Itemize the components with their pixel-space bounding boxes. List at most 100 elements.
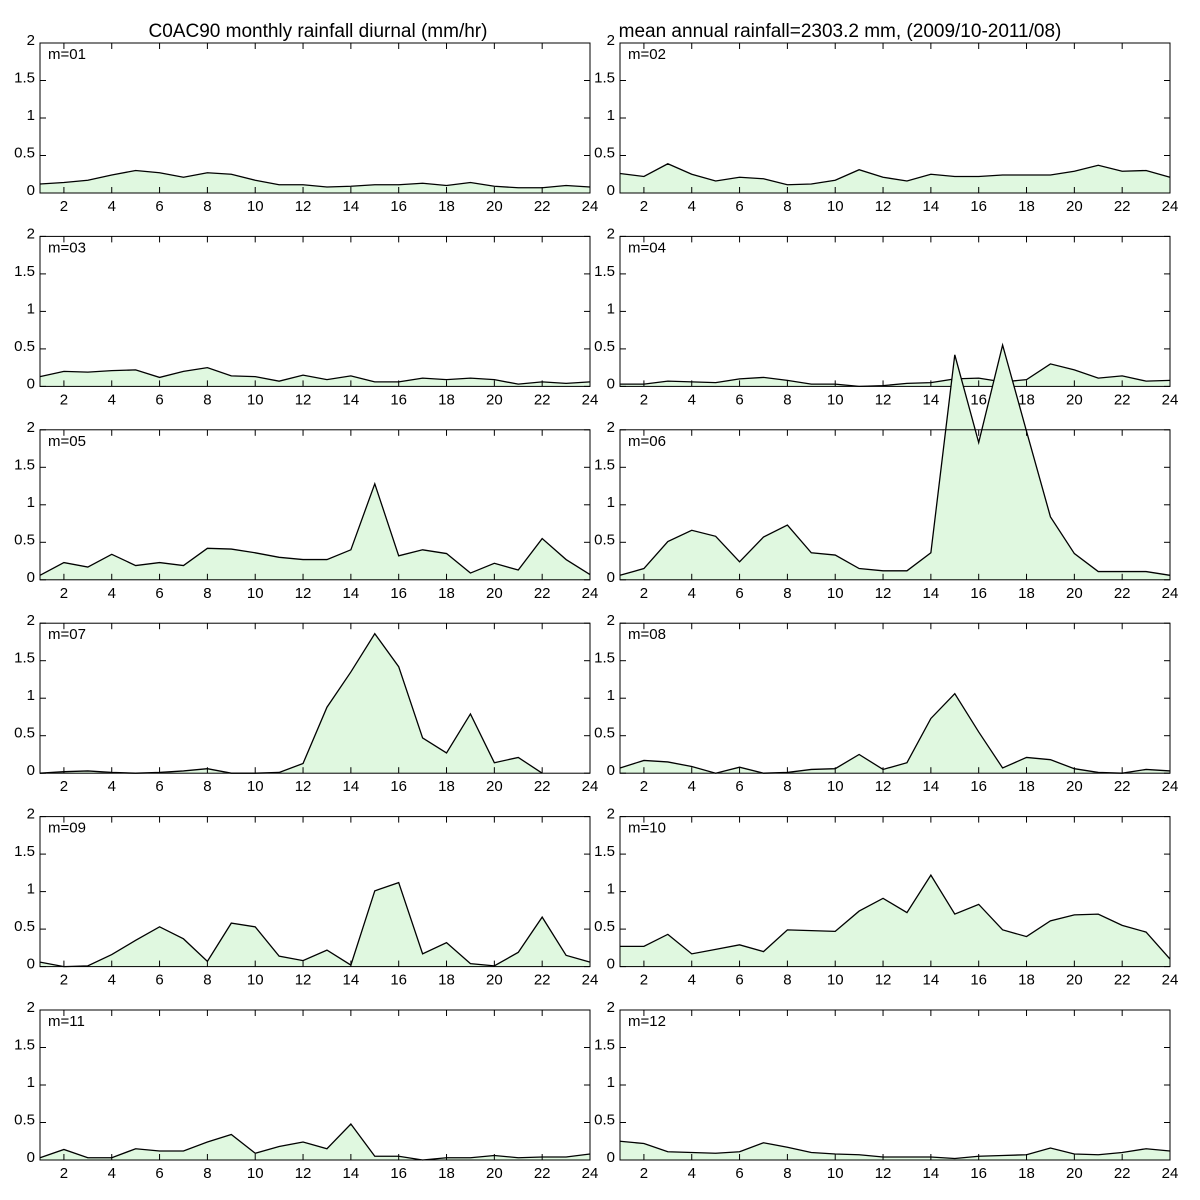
x-tick-label: 14 [923, 585, 940, 602]
x-tick-label: 2 [60, 1165, 68, 1182]
panel-label: m=07 [48, 626, 86, 643]
y-tick-label: 2 [607, 612, 615, 629]
x-tick-label: 24 [1162, 972, 1179, 989]
x-tick-label: 18 [438, 585, 455, 602]
x-tick-label: 18 [438, 198, 455, 215]
area-fill [40, 170, 590, 193]
area-fill [40, 367, 590, 387]
y-tick-label: 0.5 [594, 1111, 615, 1128]
x-tick-label: 6 [155, 972, 163, 989]
x-tick-label: 2 [640, 198, 648, 215]
y-tick-label: 1 [27, 1074, 35, 1091]
y-tick-label: 0 [607, 182, 615, 199]
x-tick-label: 18 [438, 1165, 455, 1182]
x-tick-label: 2 [60, 778, 68, 795]
panel-label: m=12 [628, 1013, 666, 1030]
x-tick-label: 10 [247, 778, 264, 795]
panel: 00.511.522 4 6 8 10 12 14 16 18 20 22 24m=06 [594, 342, 1178, 602]
x-tick-label: 14 [343, 391, 360, 408]
y-tick-label: 1.5 [14, 843, 35, 860]
area-fill [620, 363, 1170, 387]
y-tick-label: 0.5 [594, 531, 615, 548]
x-tick-label: 4 [108, 972, 116, 989]
x-tick-label: 22 [1114, 198, 1131, 215]
x-tick-label: 12 [875, 391, 892, 408]
x-tick-label: 18 [1018, 778, 1035, 795]
panel-label: m=03 [48, 239, 86, 256]
x-tick-label: 8 [783, 972, 791, 989]
y-tick-label: 0.5 [14, 144, 35, 161]
x-tick-label: 12 [295, 972, 312, 989]
y-tick-label: 1.5 [594, 650, 615, 667]
x-tick-label: 6 [155, 585, 163, 602]
x-tick-label: 10 [247, 198, 264, 215]
x-tick-label: 16 [970, 391, 987, 408]
x-tick-label: 10 [827, 778, 844, 795]
x-tick-label: 16 [390, 391, 407, 408]
y-tick-label: 0 [27, 956, 35, 973]
plot-area [620, 1010, 1170, 1160]
panel: 00.511.522 4 6 8 10 12 14 16 18 20 22 24m=10 [594, 806, 1178, 989]
x-tick-label: 6 [735, 585, 743, 602]
x-tick-label: 8 [203, 391, 211, 408]
x-tick-label: 16 [970, 778, 987, 795]
x-tick-label: 24 [582, 198, 599, 215]
rainfall-line [619, 342, 1171, 576]
x-tick-label: 12 [295, 391, 312, 408]
rainfall-line [619, 163, 1171, 186]
y-tick-label: 0 [27, 762, 35, 779]
x-tick-label: 16 [390, 585, 407, 602]
x-tick-label: 24 [1162, 198, 1179, 215]
y-tick-label: 0.5 [14, 918, 35, 935]
y-tick-label: 1 [27, 881, 35, 898]
x-tick-label: 6 [735, 1165, 743, 1182]
x-tick-label: 10 [247, 972, 264, 989]
panel-label: m=02 [628, 46, 666, 63]
y-tick-label: 0 [27, 569, 35, 586]
x-tick-label: 24 [582, 391, 599, 408]
y-tick-label: 0 [607, 956, 615, 973]
rainfall-line [39, 169, 591, 189]
area-fill [40, 483, 590, 580]
x-tick-label: 14 [923, 198, 940, 215]
y-tick-label: 0 [607, 762, 615, 779]
y-tick-label: 1 [27, 107, 35, 124]
panel-label: m=04 [628, 239, 666, 256]
x-tick-label: 6 [735, 778, 743, 795]
y-tick-label: 0 [27, 375, 35, 392]
rainfall-line [39, 481, 591, 576]
panel: 00.511.522 4 6 8 10 12 14 16 18 20 22 24m=11 [14, 999, 598, 1182]
y-tick-label: 2 [27, 612, 35, 629]
y-tick-label: 1.5 [14, 1036, 35, 1053]
y-tick-label: 0.5 [14, 531, 35, 548]
area-fill [620, 163, 1170, 193]
y-tick-label: 0.5 [594, 725, 615, 742]
x-tick-label: 12 [875, 778, 892, 795]
x-tick-label: 20 [486, 391, 503, 408]
x-tick-label: 16 [390, 778, 407, 795]
y-tick-label: 1.5 [594, 263, 615, 280]
x-tick-label: 2 [640, 778, 648, 795]
rainfall-line [39, 1122, 591, 1161]
panel-label: m=09 [48, 820, 86, 837]
x-tick-label: 2 [640, 1165, 648, 1182]
x-tick-label: 8 [783, 198, 791, 215]
x-tick-label: 16 [390, 972, 407, 989]
y-tick-label: 1.5 [14, 456, 35, 473]
y-tick-label: 0.5 [594, 918, 615, 935]
x-tick-label: 14 [343, 585, 360, 602]
y-tick-label: 1 [607, 300, 615, 317]
x-tick-label: 6 [155, 391, 163, 408]
x-tick-label: 24 [582, 1165, 599, 1182]
x-tick-label: 10 [247, 585, 264, 602]
y-tick-label: 0 [607, 1149, 615, 1166]
x-tick-label: 14 [923, 391, 940, 408]
x-tick-label: 4 [688, 972, 696, 989]
x-tick-label: 14 [343, 778, 360, 795]
x-tick-label: 22 [1114, 1165, 1131, 1182]
x-tick-label: 20 [1066, 778, 1083, 795]
x-tick-label: 16 [390, 1165, 407, 1182]
rainfall-line [620, 873, 1171, 960]
x-tick-label: 4 [688, 391, 696, 408]
x-tick-label: 6 [155, 778, 163, 795]
